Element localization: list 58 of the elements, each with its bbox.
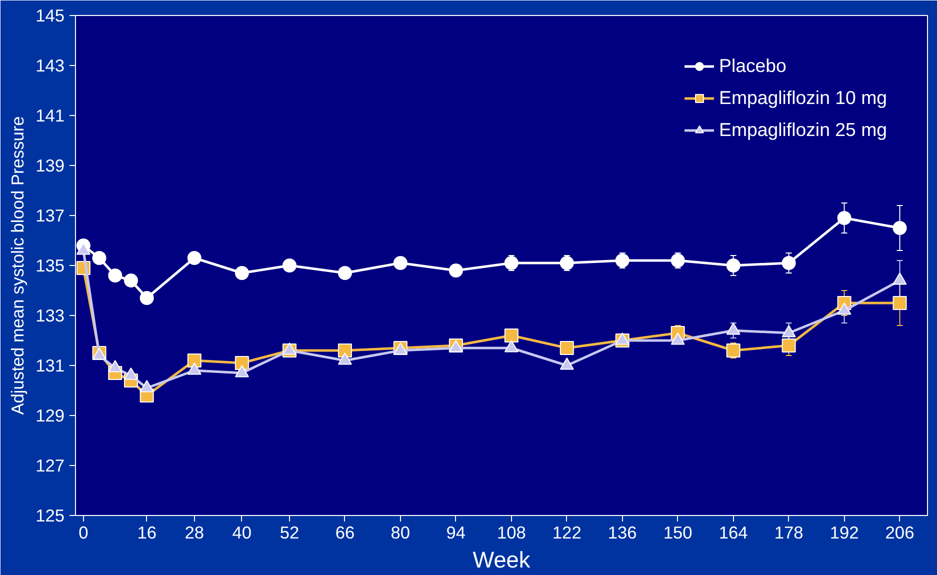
point (726, 258, 740, 272)
point (338, 344, 352, 358)
point (560, 341, 574, 355)
x-tick-label: 178 (774, 522, 804, 542)
x-tick-label: 40 (232, 522, 252, 542)
x-tick-label: 150 (663, 522, 692, 542)
x-tick-label: 66 (335, 522, 355, 542)
y-tick-label: 145 (36, 6, 65, 26)
point (140, 291, 154, 305)
x-tick-label: 122 (552, 522, 582, 542)
x-tick-label: 80 (390, 522, 410, 542)
y-tick-label: 133 (36, 306, 65, 326)
point (726, 344, 740, 358)
point (187, 251, 202, 265)
point (892, 296, 907, 310)
x-tick-label: 108 (496, 522, 526, 542)
x-tick-label: 52 (280, 522, 300, 542)
x-tick-label: 192 (830, 522, 859, 542)
point (234, 356, 249, 370)
y-tick-label: 129 (36, 406, 65, 426)
y-tick-label: 131 (36, 356, 65, 376)
point (108, 268, 122, 282)
y-axis-title: Adjusted mean systolic blood Pressure (8, 116, 28, 415)
legend-label: Empagliflozin 25 mg (719, 119, 887, 141)
point (282, 258, 296, 272)
point (187, 354, 202, 368)
point (837, 211, 852, 225)
y-tick-label: 125 (36, 506, 65, 526)
x-tick-label: 28 (184, 522, 204, 542)
y-tick-label: 143 (36, 56, 65, 76)
x-tick-label: 206 (885, 522, 914, 542)
x-axis-title: Week (472, 546, 531, 572)
legend-label: Empagliflozin 10 mg (719, 87, 887, 109)
point (782, 256, 796, 270)
point (124, 274, 138, 288)
point (338, 266, 352, 280)
point (448, 264, 463, 278)
point (393, 256, 408, 270)
legend-label: Placebo (719, 55, 786, 77)
point (615, 254, 630, 268)
y-tick-label: 137 (36, 206, 65, 226)
point (234, 266, 249, 280)
x-tick-label: 94 (446, 522, 466, 542)
y-tick-label: 135 (36, 256, 65, 276)
x-tick-label: 16 (137, 522, 156, 542)
x-tick-label: 164 (718, 522, 748, 542)
point (782, 338, 796, 352)
point (504, 256, 518, 270)
y-tick-label: 127 (36, 456, 65, 476)
x-tick-label: 0 (78, 522, 88, 542)
point (670, 254, 685, 268)
point (92, 251, 106, 265)
y-tick-label: 141 (36, 106, 65, 126)
point (504, 328, 518, 342)
point (560, 256, 574, 270)
point (892, 221, 907, 235)
y-tick-label: 139 (36, 156, 65, 176)
x-tick-label: 136 (608, 522, 637, 542)
